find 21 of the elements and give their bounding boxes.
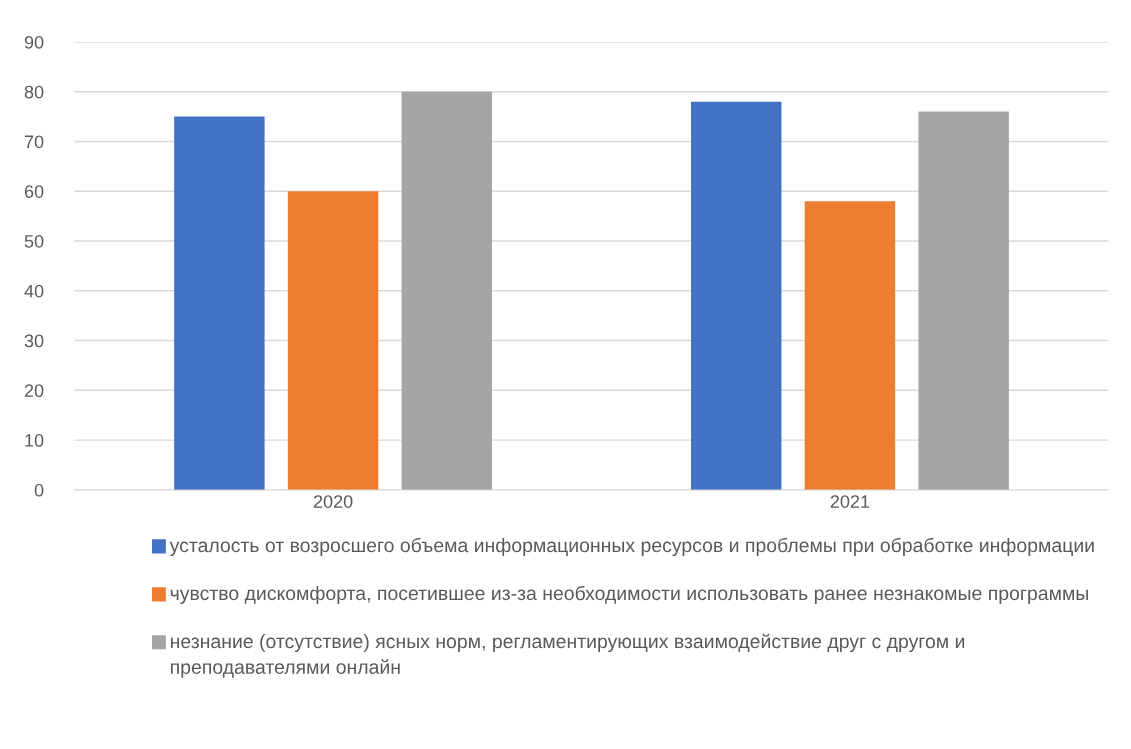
bar xyxy=(174,116,265,490)
y-tick-label: 90 xyxy=(24,35,44,49)
x-tick-label: 2021 xyxy=(830,495,870,508)
legend-label: усталость от возросшего объема информационных ресурсов и проблемы при обработке информации xyxy=(169,537,1094,557)
x-tick-label: 2020 xyxy=(313,495,353,508)
bar xyxy=(918,111,1009,490)
y-tick-label: 10 xyxy=(25,434,44,447)
bar xyxy=(804,201,896,490)
bar xyxy=(401,91,493,490)
y-tick-label: 40 xyxy=(24,284,44,298)
bar xyxy=(691,101,782,490)
y-tick-label: 70 xyxy=(24,135,44,149)
y-tick-label: 30 xyxy=(24,334,44,348)
y-tick-label: 60 xyxy=(24,185,44,198)
y-tick-label: 20 xyxy=(24,384,44,398)
legend-label: незнание (отсутствие) ясных норм, регламентирующих взаимодействие друг с другом и преподавателями онлайн xyxy=(171,633,965,678)
bar xyxy=(287,191,379,490)
y-tick-label: 50 xyxy=(24,234,44,248)
legend-label: чувство дискомфорта, посетившее из-за необходимости использовать ранее незнакомые программы xyxy=(170,585,1088,605)
y-tick-label: 0 xyxy=(34,483,44,497)
y-tick-label: 80 xyxy=(24,85,44,99)
